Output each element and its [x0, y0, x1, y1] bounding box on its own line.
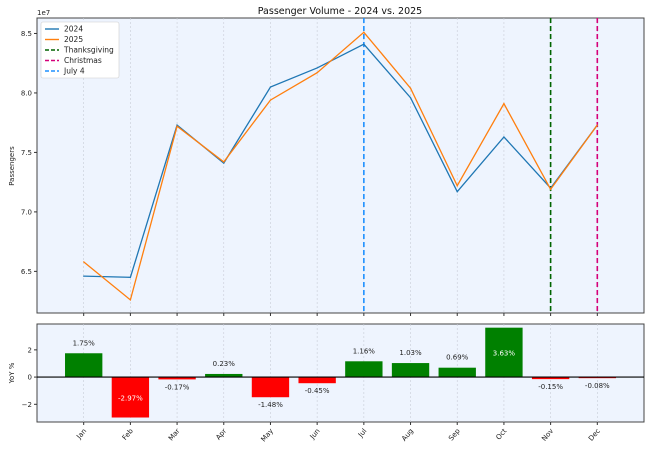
data-point-2025 [596, 124, 598, 126]
legend-label: Christmas [64, 56, 102, 65]
top-y-tick-label: 8.0 [21, 89, 32, 97]
yoy-bar [205, 373, 243, 378]
data-point-2024 [83, 275, 85, 277]
data-point-2024 [269, 86, 272, 88]
y-offset-label: 1e7 [37, 9, 50, 17]
yoy-bar [345, 361, 383, 378]
data-point-2024 [456, 191, 458, 193]
bar-value-label: -0.15% [538, 383, 563, 391]
chart-title: Passenger Volume - 2024 vs. 2025 [258, 6, 422, 17]
data-point-2025 [550, 188, 552, 190]
top-y-tick-label: 8.5 [21, 30, 32, 38]
data-point-2024 [363, 43, 365, 45]
legend-label: Thanksgiving [63, 46, 114, 55]
data-point-2025 [83, 261, 85, 263]
bar-value-label: -0.08% [585, 382, 610, 390]
bar-value-label: -0.17% [165, 383, 190, 391]
yoy-bar [65, 353, 103, 378]
series-line-2025 [83, 31, 598, 302]
data-point-2025 [316, 72, 318, 74]
bar-value-label: -0.45% [305, 387, 330, 395]
yoy-bar [251, 377, 290, 398]
yoy-bar [438, 367, 476, 378]
x-tick-label: Jun [308, 427, 322, 441]
series-line-2024 [83, 43, 598, 278]
x-tick-label: Mar [167, 427, 182, 442]
data-point-2025 [176, 125, 178, 127]
bottom-y-tick-label: −2 [22, 401, 32, 409]
top-plot-area [36, 17, 645, 314]
bar-value-label: 3.63% [493, 349, 516, 357]
yoy-bar [158, 377, 196, 380]
bar-value-label: 0.23% [213, 360, 236, 368]
yoy-bar [485, 327, 523, 378]
data-point-2024 [503, 136, 505, 138]
data-point-2025 [223, 161, 225, 163]
legend-label: July 4 [63, 67, 85, 76]
data-point-2024 [409, 97, 412, 99]
bar-value-label: 1.03% [399, 349, 422, 357]
data-point-2025 [363, 31, 365, 33]
x-tick-label: Oct [495, 427, 509, 442]
top-y-tick-label: 7.0 [21, 208, 32, 216]
bottom-y-tick-label: 2 [28, 346, 32, 354]
bar-value-label: 1.16% [353, 347, 376, 355]
data-point-2025 [409, 87, 412, 89]
legend-label: 2024 [64, 25, 83, 34]
yoy-bar [531, 377, 570, 380]
data-point-2025 [269, 99, 272, 101]
yoy-bar [111, 377, 150, 418]
bar-value-label: -1.48% [258, 401, 283, 409]
data-point-2025 [456, 185, 458, 187]
x-tick-label: Aug [400, 427, 415, 443]
bottom-y-tick-label: 0 [28, 374, 32, 382]
yoy-bar [391, 363, 430, 378]
x-tick-label: Apr [214, 427, 228, 442]
bottom-chart: Jan Feb Mar Apr May Jun Jul Aug Sep Oct Nov Dec −2 0 2… [22, 323, 645, 443]
x-tick-label: Jul [356, 427, 368, 439]
x-tick-label: May [260, 427, 275, 443]
bar-value-label: -2.97% [118, 394, 143, 402]
top-ylabel: Passengers [8, 146, 16, 186]
x-tick-label: Nov [540, 427, 555, 443]
bottom-ylabel: YoY % [8, 362, 16, 384]
top-y-tick-label: 6.5 [21, 268, 32, 276]
yoy-bar [298, 377, 336, 384]
data-point-2024 [129, 276, 131, 278]
x-tick-label: Feb [121, 427, 135, 442]
data-point-2025 [129, 299, 131, 301]
legend-box [40, 21, 120, 79]
bar-value-label: 0.69% [446, 354, 469, 362]
legend-label: 2025 [64, 35, 83, 44]
x-tick-label: Jan [75, 427, 89, 441]
x-tick-label: Sep [447, 427, 462, 443]
data-point-2024 [316, 67, 318, 69]
data-point-2024 [223, 162, 225, 164]
x-tick-label: Dec [587, 427, 602, 443]
bar-value-label: 1.75% [73, 339, 96, 347]
data-point-2025 [503, 103, 505, 105]
top-y-tick-label: 7.5 [21, 149, 32, 157]
